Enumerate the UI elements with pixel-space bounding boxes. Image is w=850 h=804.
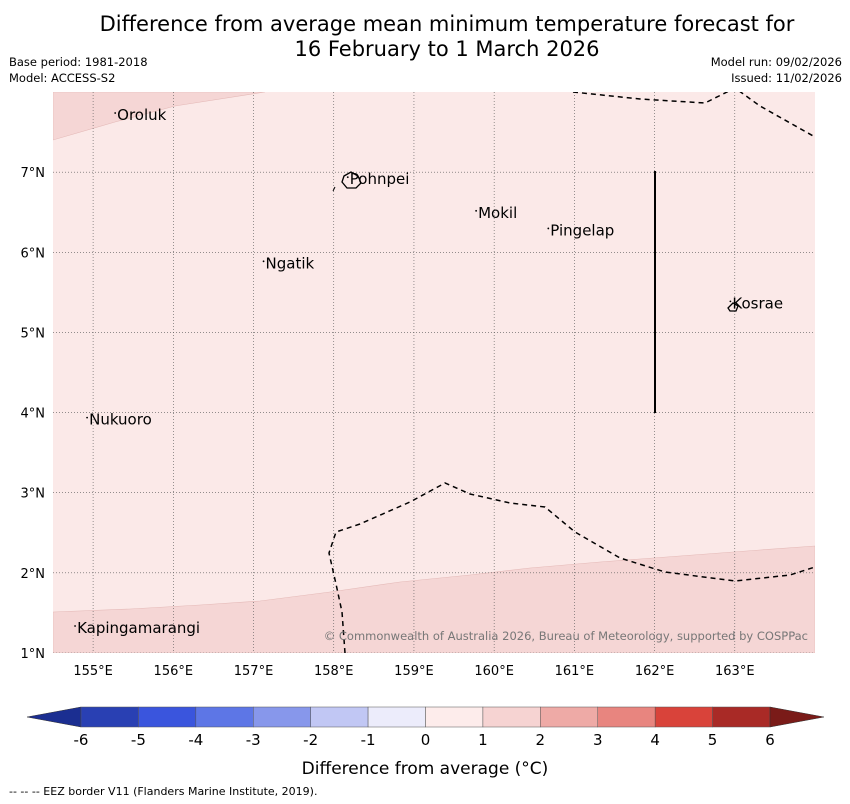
axis-labels: 155°E 156°E 157°E 158°E 159°E 160°E 161°E 162°E… — [21, 166, 755, 679]
lat-tick-label: 3°N — [21, 487, 46, 502]
colorbar-segment — [425, 706, 484, 728]
place-label: Oroluk — [117, 106, 166, 124]
meta-right: Model run: 09/02/2026 Issued: 11/02/2026 — [711, 54, 842, 86]
colorbar-tick-label: 1 — [478, 731, 488, 749]
colorbar-tick-label: 5 — [708, 731, 718, 749]
place-label: Ngatik — [266, 254, 315, 272]
colorbar-tick-label: 6 — [765, 731, 775, 749]
colorbar-tick-label: -3 — [246, 731, 261, 749]
colorbar-segment — [540, 706, 598, 728]
base-period: Base period: 1981-2018 — [9, 55, 148, 69]
lon-tick-label: 156°E — [154, 664, 194, 679]
place-marker — [547, 227, 550, 230]
colorbar-segment — [195, 706, 254, 728]
place-label: Pingelap — [550, 221, 614, 239]
eez-border-north — [572, 92, 815, 138]
place-label: Kapingamarangi — [77, 619, 200, 637]
lon-tick-label: 160°E — [474, 664, 514, 679]
colorbar-tick-label: 2 — [536, 731, 546, 749]
place-marker — [114, 112, 117, 114]
colorbar — [26, 706, 825, 728]
title-line-2: 16 February to 1 March 2026 — [294, 37, 600, 61]
eez-border-south — [328, 482, 815, 653]
model-run: Model run: 09/02/2026 — [710, 55, 842, 69]
ant-atoll-mark — [332, 186, 336, 192]
lat-tick-label: 5°N — [21, 326, 46, 341]
lat-tick-label: 4°N — [21, 407, 46, 422]
warm-anomaly-region-south — [53, 545, 815, 653]
title-line-1: Difference from average mean minimum tem… — [99, 12, 795, 36]
map-title: Difference from average mean minimum tem… — [0, 12, 850, 62]
warm-anomaly-region-north — [53, 92, 266, 141]
colorbar-tick-label: -2 — [303, 731, 318, 749]
graticule — [53, 92, 815, 653]
lon-tick-label: 155°E — [73, 664, 113, 679]
colorbar-segment — [138, 706, 197, 728]
lat-tick-label: 1°N — [21, 647, 46, 662]
place-marker — [729, 300, 732, 303]
meta-left: Base period: 1981-2018 Model: ACCESS-S2 — [9, 54, 148, 86]
pohnpei-island-outline — [341, 171, 362, 189]
lat-tick-label: 6°N — [21, 246, 46, 261]
place-marker — [262, 260, 265, 263]
colorbar-tick-label: -6 — [74, 731, 89, 749]
eez-footnote: -- -- -- EEZ border V11 (Flanders Marine… — [9, 785, 318, 798]
colorbar-tick-label: 3 — [593, 731, 603, 749]
place-labels: Oroluk Pohnpei Mokil Pingelap Ngatik Kosrae Nu… — [74, 106, 783, 637]
colorbar-segment — [367, 706, 426, 728]
lat-tick-label: 2°N — [21, 567, 46, 582]
lon-tick-label: 162°E — [635, 664, 675, 679]
colorbar-tick-label: -4 — [188, 731, 203, 749]
place-marker — [86, 416, 88, 419]
lon-tick-label: 159°E — [394, 664, 434, 679]
model-name: Model: ACCESS-S2 — [9, 71, 116, 85]
colorbar-tick-label: -1 — [361, 731, 376, 749]
colorbar-extend-low — [26, 706, 82, 728]
lon-tick-label: 158°E — [314, 664, 354, 679]
colorbar-segment — [482, 706, 541, 728]
colorbar-segment — [253, 706, 311, 728]
colorbar-segment — [712, 706, 771, 728]
colorbar-label: Difference from average (°C) — [302, 759, 549, 779]
colorbar-tick-label: 0 — [421, 731, 431, 749]
kosrae-island-outline — [727, 302, 739, 312]
copyright-notice: © Commonwealth of Australia 2026, Bureau… — [324, 629, 808, 643]
colorbar-extend-high — [769, 706, 825, 728]
place-marker — [74, 625, 76, 627]
colorbar-segment — [654, 706, 713, 728]
place-marker — [346, 176, 349, 179]
issued-date: Issued: 11/02/2026 — [731, 71, 842, 85]
place-label: Kosrae — [732, 294, 783, 312]
place-label: Pohnpei — [350, 170, 410, 188]
lon-tick-label: 163°E — [715, 664, 755, 679]
colorbar-segment — [80, 706, 139, 728]
colorbar-tick-labels: -6 -5 -4 -3 -2 -1 0 1 2 3 4 5 6 — [74, 731, 775, 749]
place-label: Nukuoro — [89, 411, 152, 429]
lat-tick-label: 7°N — [21, 166, 46, 181]
lon-tick-label: 157°E — [234, 664, 274, 679]
colorbar-tick-label: -5 — [131, 731, 146, 749]
place-marker — [475, 209, 478, 212]
colorbar-segment — [310, 706, 369, 728]
colorbar-segment — [597, 706, 656, 728]
place-label: Mokil — [478, 204, 517, 222]
lon-tick-label: 161°E — [555, 664, 595, 679]
colorbar-tick-label: 4 — [650, 731, 660, 749]
